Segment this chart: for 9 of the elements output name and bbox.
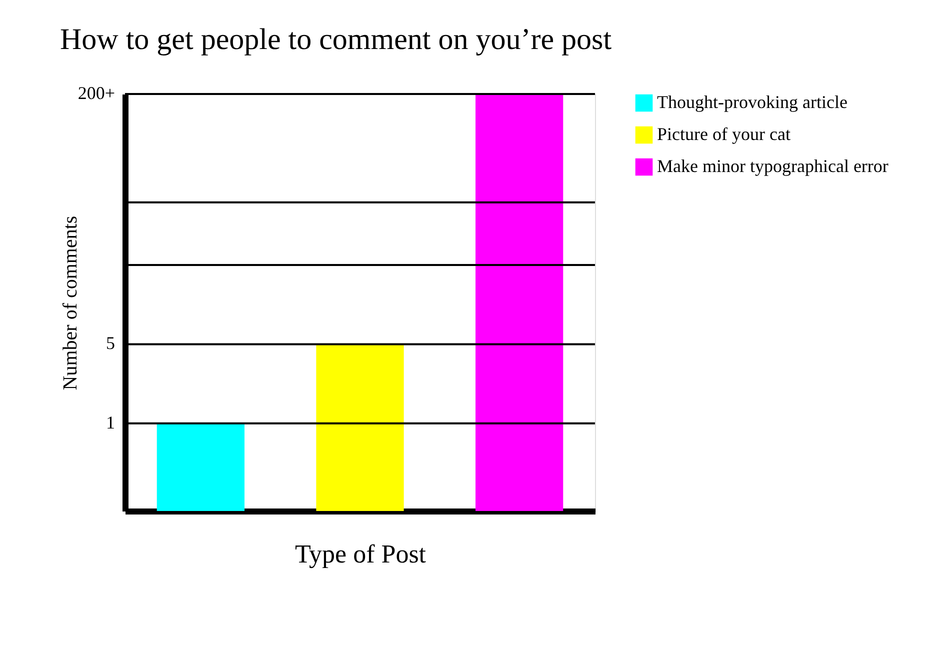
chart-title: How to get people to comment on you’re post: [60, 23, 612, 56]
legend-label: Make minor typographical error: [657, 156, 888, 176]
y-axis-title: Number of comments: [60, 216, 82, 390]
text: 5: [106, 333, 115, 354]
text: 200+: [78, 83, 115, 103]
legend-label: Picture of your cat: [657, 124, 790, 144]
legend-label: Thought-provoking article: [657, 92, 848, 112]
x-axis-title: Type of Post: [294, 540, 427, 568]
text: 1: [106, 412, 115, 432]
